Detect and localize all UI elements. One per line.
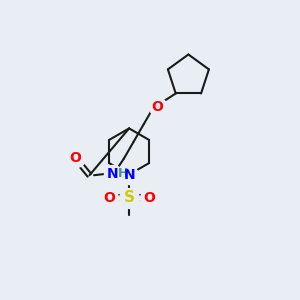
Text: O: O	[152, 100, 164, 114]
Text: S: S	[124, 190, 135, 205]
Text: H: H	[117, 167, 128, 180]
Text: N: N	[123, 168, 135, 182]
Text: O: O	[70, 151, 82, 165]
Text: O: O	[103, 191, 115, 205]
Text: N: N	[107, 167, 118, 181]
Text: O: O	[143, 191, 155, 205]
